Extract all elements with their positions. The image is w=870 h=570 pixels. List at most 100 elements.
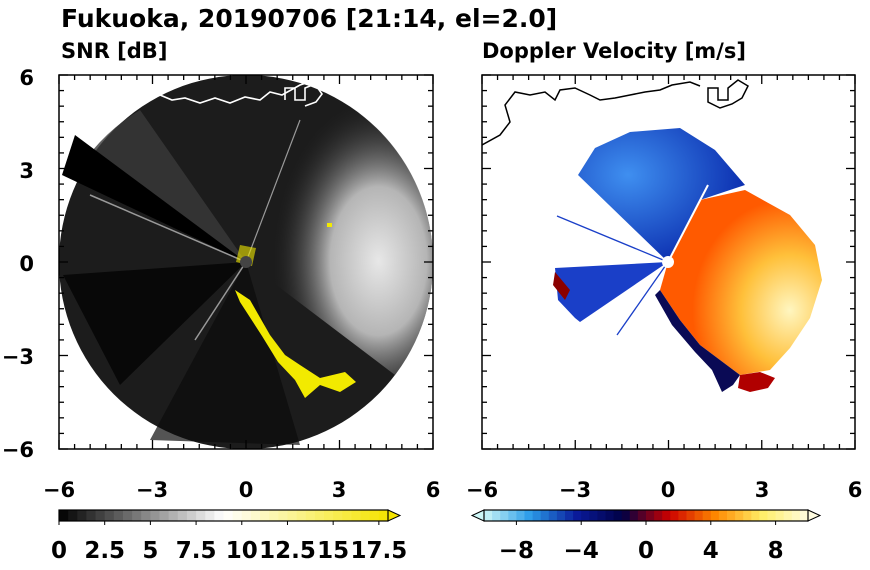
snr-colorbar-cell (342, 510, 353, 521)
velocity-coastline (482, 79, 749, 146)
velocity-receding-region (660, 190, 822, 375)
snr-colorbar-cell (177, 510, 188, 521)
velocity-panel-title: Doppler Velocity [m/s] (482, 39, 746, 63)
velocity-colorbar-cell (759, 510, 769, 521)
snr-ytick-4: −6 (2, 438, 34, 462)
velocity-colorbar-cell (524, 510, 534, 521)
snr-colorbar-cell (196, 510, 206, 521)
snr-xtick-0: −6 (43, 478, 75, 502)
velocity-radar-site (662, 256, 674, 268)
snr-colorbar-cell (132, 510, 142, 521)
snr-blocked-sector-south (150, 262, 300, 445)
velocity-xtick-2: 0 (661, 478, 676, 502)
velocity-colorbar-cell (492, 510, 501, 521)
snr-colorbar-cell (59, 510, 69, 521)
snr-blocked-sector-upper (62, 135, 246, 262)
velocity-xtick-1: −3 (559, 478, 591, 502)
velocity-colorbar (470, 509, 822, 522)
velocity-colorbar-extend-min (470, 509, 485, 522)
snr-colorbar-tick-label: 0 (51, 538, 67, 564)
snr-spoke-2 (89, 194, 247, 263)
snr-colorbar-cell (95, 510, 106, 521)
snr-colorbar-cell (333, 510, 343, 521)
velocity-colorbar-cell (532, 510, 542, 521)
snr-xtick-3: 3 (332, 478, 347, 502)
snr-colorbar-tick-label: 12.5 (259, 538, 316, 564)
snr-colorbar-frame (58, 509, 389, 522)
velocity-colorbar-cell (735, 510, 744, 521)
velocity-colorbar-cell (508, 510, 517, 521)
velocity-colorbar-cell (718, 510, 728, 521)
velocity-approaching-band-west (555, 262, 668, 322)
snr-colorbar-cell (77, 510, 88, 521)
velocity-colorbar-cell (702, 510, 712, 521)
velocity-colorbar-cell (516, 510, 526, 521)
velocity-colorbar-cell (637, 510, 647, 521)
snr-xtick-2: 0 (239, 478, 254, 502)
velocity-colorbar-cell (791, 510, 801, 521)
velocity-data-layer (482, 79, 822, 392)
snr-colorbar-cell (351, 510, 362, 521)
snr-radar-site (240, 256, 252, 268)
snr-colorbar-cell (214, 510, 225, 521)
velocity-xtick-4: 6 (848, 478, 863, 502)
velocity-spoke-2 (616, 261, 669, 336)
snr-colorbar-cell (269, 510, 279, 521)
velocity-colorbar-tick-label: 0 (638, 538, 654, 564)
snr-panel: SNR [dB] 6 3 0 −3 −6 −6 −3 0 3 6 (2, 39, 441, 564)
snr-colorbar-cell (68, 510, 78, 521)
snr-colorbar-cell (296, 510, 307, 521)
snr-colorbar-tick-label: 2.5 (84, 538, 125, 564)
velocity-colorbar-ticks: −8 −4 0 4 8 (499, 521, 784, 564)
snr-colorbar-cell (241, 510, 252, 521)
velocity-colorbar-tick-label: −4 (564, 538, 599, 564)
snr-colorbar-cell (305, 510, 316, 521)
snr-ytick-3: −3 (2, 345, 34, 369)
snr-colorbar-cell (232, 510, 243, 521)
velocity-receding-edge (655, 290, 740, 392)
snr-xtick-1: −3 (136, 478, 168, 502)
snr-colorbar-cell (278, 510, 289, 521)
velocity-panel: Doppler Velocity [m/s] −6 −3 0 3 6 −8 −4 0… (466, 39, 862, 564)
snr-colorbar-tick-label: 15 (317, 538, 349, 564)
snr-colorbar-cell (186, 510, 197, 521)
snr-colorbar-cell (223, 510, 234, 521)
velocity-spoke-3 (667, 184, 709, 263)
snr-colorbar-cell (159, 510, 170, 521)
velocity-colorbar-cell (621, 510, 631, 521)
snr-blocked-sector-lower (63, 262, 246, 385)
snr-colorbar-cell (168, 510, 179, 521)
velocity-colorbar-extend-max (807, 509, 822, 522)
velocity-colorbar-tick-label: 4 (703, 538, 719, 564)
snr-colorbar-tick-label: 10 (226, 538, 258, 564)
velocity-colorbar-cell (548, 510, 558, 521)
snr-ytick-0: 6 (19, 66, 34, 90)
snr-colorbar-tick-label: 17.5 (350, 538, 407, 564)
snr-colorbar-cell (113, 510, 124, 521)
snr-colorbar (58, 509, 402, 522)
snr-colorbar-cell (360, 510, 371, 521)
snr-colorbar-cell (260, 510, 270, 521)
snr-data-layer (59, 75, 433, 449)
snr-panel-title: SNR [dB] (61, 39, 167, 63)
snr-colorbar-cell (122, 510, 133, 521)
snr-spoke-3 (194, 261, 247, 341)
velocity-colorbar-cell (589, 510, 598, 521)
velocity-approaching-region (578, 128, 745, 262)
velocity-colorbar-tick-label: −8 (499, 538, 534, 564)
velocity-colorbar-cell (775, 510, 785, 521)
snr-colorbar-cell (369, 510, 380, 521)
velocity-colorbar-cell (597, 510, 607, 521)
snr-colorbar-cell (141, 510, 151, 521)
snr-colorbar-cell (86, 510, 97, 521)
velocity-colorbar-cell (573, 510, 582, 521)
snr-echo-field-west (85, 110, 246, 262)
velocity-colorbar-cell (500, 510, 509, 521)
velocity-colorbar-cell (783, 510, 793, 521)
snr-axis-ticks (58, 74, 434, 450)
velocity-colorbar-cell (686, 510, 696, 521)
snr-colorbar-tick-label: 7.5 (176, 538, 217, 564)
snr-colorbar-cell (250, 510, 261, 521)
velocity-colorbar-cell (694, 510, 704, 521)
